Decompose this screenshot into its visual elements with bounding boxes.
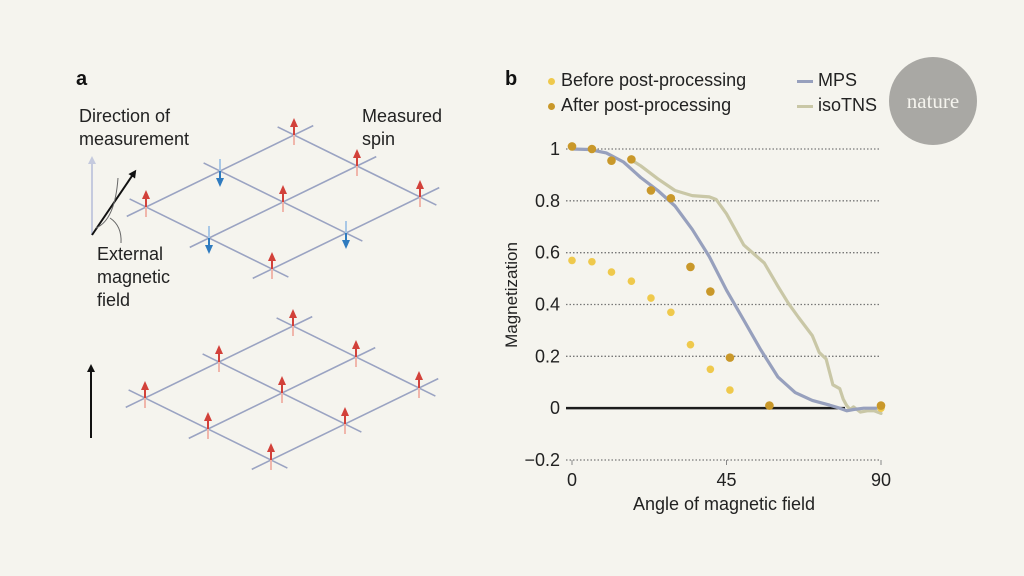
x-tick-label: 45	[716, 470, 736, 490]
y-tick-label: −0.2	[524, 450, 560, 470]
spin-down-arrow-icon	[205, 226, 213, 254]
legend-line-isotns-icon	[797, 105, 813, 109]
legend-item-mps: MPS	[797, 70, 857, 91]
spin-up-arrow-icon	[267, 443, 275, 470]
spin-up-arrow-icon	[142, 190, 150, 217]
spin-up-arrow-icon	[352, 340, 360, 367]
y-tick-label: 1	[550, 139, 560, 159]
legend-dot-before-icon	[548, 78, 555, 86]
point-after	[666, 193, 676, 203]
legend-item-before: Before post-processing	[548, 70, 746, 91]
x-tick-label: 0	[567, 470, 577, 490]
label-line: Measured	[362, 106, 443, 126]
legend-label: isoTNS	[818, 95, 878, 115]
point-before	[647, 294, 655, 302]
point-after	[567, 142, 577, 151]
spin-up-arrow-icon	[215, 345, 223, 372]
leader-line-measurement	[95, 177, 119, 229]
external-field-arrow	[91, 169, 137, 236]
direction-of-measurement-label: Direction of measurement	[79, 105, 189, 151]
legend-label: Before post-processing	[561, 70, 747, 90]
point-before	[726, 386, 734, 394]
label-line: field	[97, 290, 131, 310]
point-before	[627, 277, 636, 285]
point-before	[588, 257, 596, 266]
label-line: Direction of	[79, 106, 171, 126]
scatter-series-layer	[567, 142, 886, 412]
line-series-mps	[570, 147, 883, 413]
point-before	[686, 340, 695, 349]
legend-item-after: After post-processing	[548, 95, 731, 116]
spin-up-arrow-icon	[278, 376, 286, 403]
point-before	[607, 268, 616, 276]
external-magnetic-field-label: External magnetic field	[97, 243, 170, 312]
measured-spin-label: Measured spin	[362, 105, 442, 151]
label-line: magnetic	[97, 267, 171, 287]
spin-up-arrow-icon	[290, 118, 298, 145]
spin-down-arrow-icon	[216, 159, 224, 187]
label-line: measurement	[79, 129, 190, 149]
point-after	[627, 155, 636, 164]
line-series-layer	[570, 147, 883, 415]
tick-label-layer: 1 0.8 0.6 0.4 0.2 0 −0.2 0 45 90	[524, 139, 891, 490]
x-axis-label: Angle of magnetic field	[633, 494, 815, 514]
nature-logo-badge: nature	[889, 57, 977, 145]
lattice-top	[126, 118, 440, 280]
spin-up-arrow-icon	[415, 371, 423, 398]
panel-b-letter: b	[505, 68, 518, 90]
spin-up-arrow-icon	[341, 407, 349, 434]
label-line: spin	[362, 129, 396, 149]
legend-label: MPS	[818, 70, 858, 90]
spin-up-arrow-icon	[268, 252, 276, 279]
point-after	[587, 144, 597, 154]
x-tick-label: 90	[871, 470, 891, 490]
legend-label: After post-processing	[561, 95, 732, 115]
y-tick-label: 0.8	[535, 191, 560, 211]
label-line: External	[97, 244, 164, 264]
point-after	[876, 401, 886, 410]
point-after	[607, 156, 616, 165]
legend-line-mps-icon	[797, 80, 813, 84]
point-before	[706, 365, 715, 374]
point-after	[725, 353, 735, 362]
spin-up-arrow-icon	[204, 412, 212, 439]
spin-down-arrow-icon	[342, 221, 350, 249]
point-after	[646, 186, 656, 195]
point-after	[686, 262, 695, 272]
lattice-bottom	[125, 309, 439, 471]
spin-up-arrow-icon	[416, 180, 424, 207]
point-before	[667, 308, 675, 317]
y-axis-label: Magnetization	[502, 242, 521, 348]
y-tick-label: 0.2	[535, 346, 560, 366]
point-after	[706, 287, 715, 296]
spin-up-arrow-icon	[141, 381, 149, 408]
panel-a-letter: a	[76, 68, 88, 90]
spin-up-arrow-icon	[279, 185, 287, 212]
point-after	[765, 401, 774, 410]
y-tick-label: 0.6	[535, 243, 560, 263]
legend-item-isotns: isoTNS	[797, 95, 877, 116]
y-tick-label: 0.4	[535, 295, 560, 315]
point-before	[568, 256, 576, 265]
leader-line-field	[109, 217, 122, 244]
legend-dot-after-icon	[548, 103, 555, 111]
y-tick-label: 0	[550, 398, 560, 418]
line-series-isotns	[628, 157, 883, 415]
spin-up-arrow-icon	[289, 309, 297, 336]
spin-up-arrow-icon	[353, 149, 361, 176]
grid-layer	[566, 148, 881, 461]
